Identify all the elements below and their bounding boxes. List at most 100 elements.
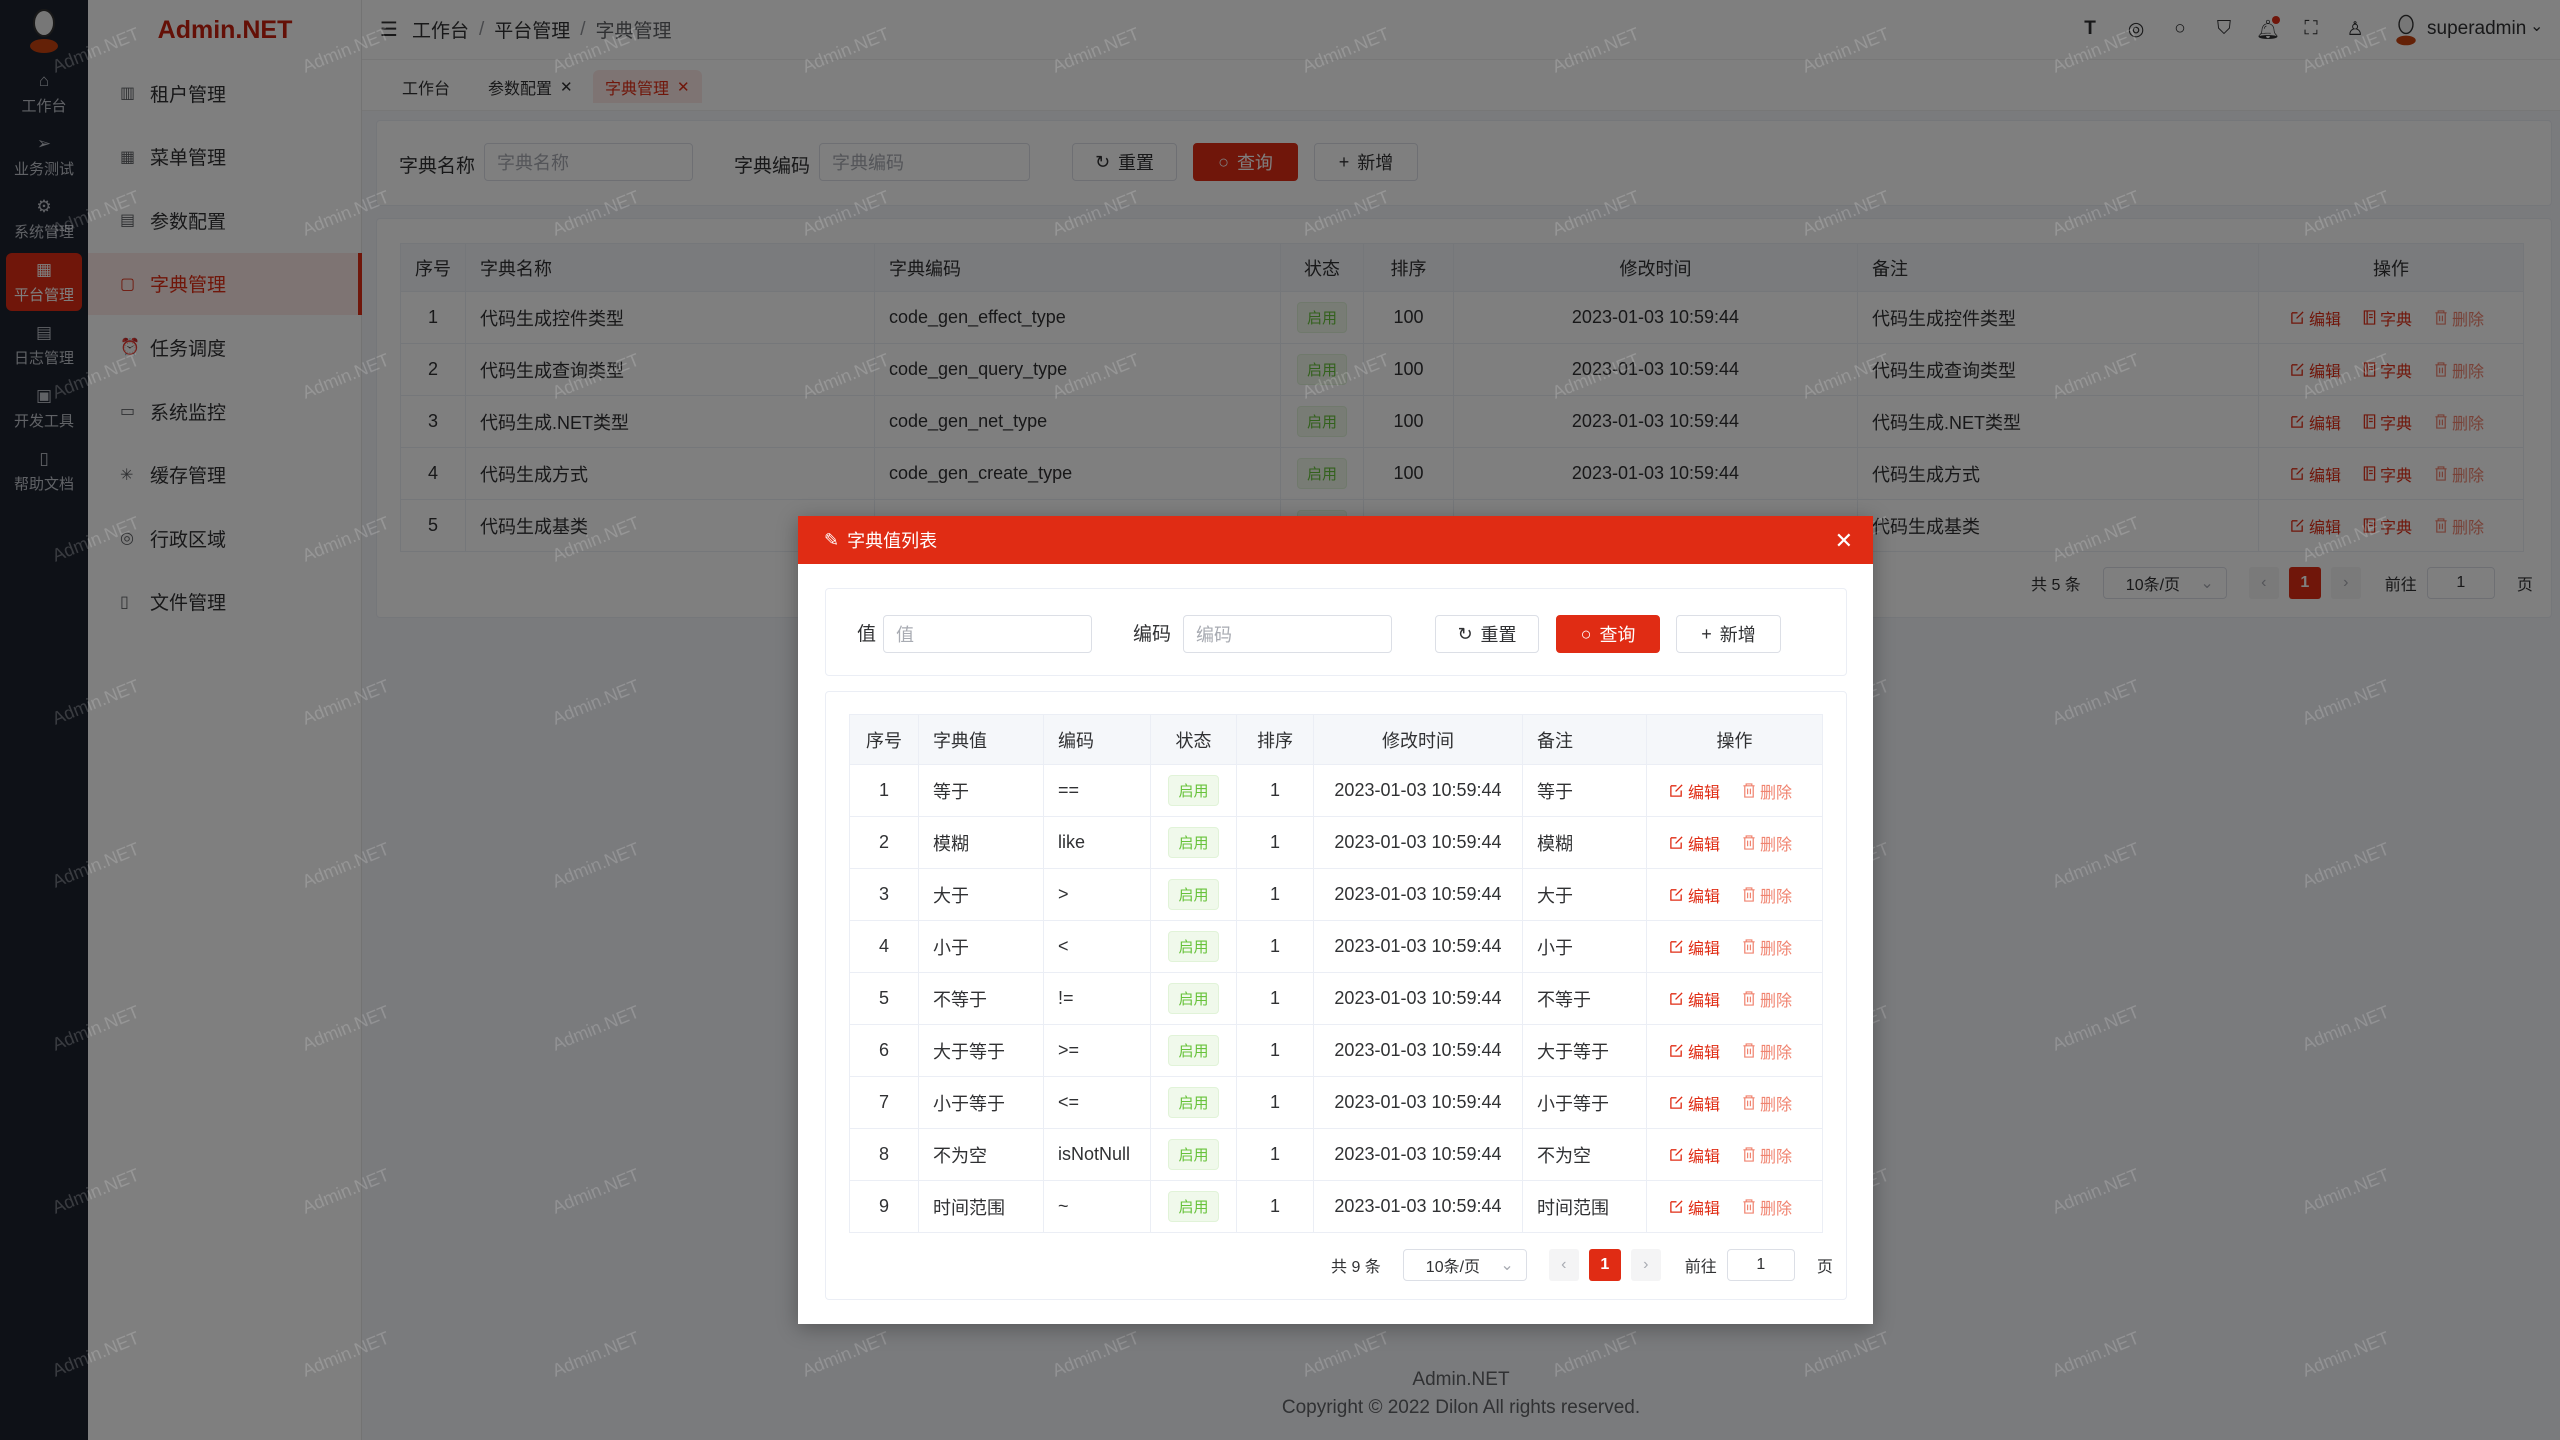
page-number-current[interactable]: 1 — [1588, 1249, 1621, 1281]
edit-button[interactable]: 编辑 — [1669, 1147, 1724, 1166]
edit-button[interactable]: 编辑 — [1669, 1095, 1724, 1114]
cell-code: == — [1043, 764, 1151, 817]
cell-remark: 小于等于 — [1522, 1076, 1647, 1129]
watermark: Admin.NET — [2299, 23, 2393, 77]
cell-code: <= — [1043, 1076, 1151, 1129]
watermark: Admin.NET — [2299, 838, 2393, 892]
cell-status: 启用 — [1150, 1128, 1237, 1181]
delete-button[interactable]: 删除 — [1742, 886, 1796, 906]
cell-value: 模糊 — [918, 816, 1044, 869]
column-header: 序号 — [849, 714, 919, 765]
watermark: Admin.NET — [549, 675, 643, 729]
delete-label: 删除 — [1760, 940, 1793, 958]
cell-value: 时间范围 — [918, 1180, 1044, 1233]
status-badge: 启用 — [1168, 827, 1219, 858]
watermark: Admin.NET — [2299, 1327, 2393, 1381]
edit-button[interactable]: 编辑 — [1669, 991, 1724, 1010]
delete-button[interactable]: 删除 — [1742, 990, 1796, 1010]
watermark: Admin.NET — [299, 675, 393, 729]
close-icon[interactable]: ✕ — [1834, 528, 1853, 553]
delete-label: 删除 — [1760, 1044, 1793, 1062]
watermark: Admin.NET — [1299, 186, 1393, 240]
watermark: Admin.NET — [49, 675, 143, 729]
edit-button[interactable]: 编辑 — [1669, 939, 1724, 958]
watermark: Admin.NET — [49, 349, 143, 403]
delete-button[interactable]: 删除 — [1742, 834, 1796, 854]
add-button[interactable]: + 新增 — [1676, 615, 1781, 653]
cell-status: 启用 — [1150, 920, 1237, 973]
cell-time: 2023-01-03 10:59:44 — [1313, 972, 1523, 1025]
cell-time: 2023-01-03 10:59:44 — [1313, 1128, 1523, 1181]
cell-order: 1 — [1236, 868, 1314, 921]
trash-icon — [1742, 1146, 1756, 1166]
edit-icon — [1669, 887, 1684, 906]
watermark: Admin.NET — [299, 186, 393, 240]
watermark: Admin.NET — [299, 512, 393, 566]
cell-no: 1 — [849, 764, 919, 817]
edit-button[interactable]: 编辑 — [1669, 1199, 1724, 1218]
edit-button[interactable]: 编辑 — [1669, 835, 1724, 854]
delete-button[interactable]: 删除 — [1742, 1042, 1796, 1062]
watermark: Admin.NET — [2299, 1001, 2393, 1055]
edit-button[interactable]: 编辑 — [1669, 783, 1724, 802]
watermark: Admin.NET — [49, 1327, 143, 1381]
watermark: Admin.NET — [299, 838, 393, 892]
watermark: Admin.NET — [2299, 349, 2393, 403]
next-page-button[interactable]: › — [1630, 1249, 1661, 1281]
code-input[interactable]: 编码 — [1183, 615, 1392, 653]
edit-icon — [1669, 1043, 1684, 1062]
value-input[interactable]: 值 — [883, 615, 1092, 653]
watermark: Admin.NET — [1549, 186, 1643, 240]
query-button[interactable]: ○ 查询 — [1556, 615, 1660, 653]
cell-code: > — [1043, 868, 1151, 921]
plus-icon: + — [1701, 623, 1712, 644]
column-header: 修改时间 — [1313, 714, 1523, 765]
watermark: Admin.NET — [299, 23, 393, 77]
watermark: Admin.NET — [2049, 1164, 2143, 1218]
cell-no: 3 — [849, 868, 919, 921]
cell-no: 5 — [849, 972, 919, 1025]
delete-button[interactable]: 删除 — [1742, 782, 1796, 802]
cell-time: 2023-01-03 10:59:44 — [1313, 1076, 1523, 1129]
prev-page-button[interactable]: ‹ — [1548, 1249, 1579, 1281]
column-header: 字典值 — [918, 714, 1044, 765]
goto-page-input[interactable]: 1 — [1726, 1249, 1795, 1281]
watermark: Admin.NET — [1799, 23, 1893, 77]
watermark: Admin.NET — [2299, 512, 2393, 566]
delete-label: 删除 — [1760, 1096, 1793, 1114]
watermark: Admin.NET — [49, 1001, 143, 1055]
cell-status: 启用 — [1150, 868, 1237, 921]
cell-value: 不为空 — [918, 1128, 1044, 1181]
delete-button[interactable]: 删除 — [1742, 938, 1796, 958]
column-header: 备注 — [1522, 714, 1647, 765]
cell-value: 不等于 — [918, 972, 1044, 1025]
status-badge: 启用 — [1168, 1087, 1219, 1118]
column-header: 操作 — [1646, 714, 1823, 765]
delete-button[interactable]: 删除 — [1742, 1146, 1796, 1166]
watermark: Admin.NET — [299, 1164, 393, 1218]
watermark: Admin.NET — [549, 1164, 643, 1218]
edit-icon — [1669, 1199, 1684, 1218]
edit-icon — [1669, 1147, 1684, 1166]
edit-button[interactable]: 编辑 — [1669, 1043, 1724, 1062]
column-header: 排序 — [1236, 714, 1314, 765]
cell-value: 等于 — [918, 764, 1044, 817]
cell-status: 启用 — [1150, 1076, 1237, 1129]
status-badge: 启用 — [1168, 879, 1219, 910]
trash-icon — [1742, 1042, 1756, 1062]
cell-remark: 小于 — [1522, 920, 1647, 973]
watermark: Admin.NET — [549, 186, 643, 240]
edit-label: 编辑 — [1687, 784, 1720, 802]
page-size-select[interactable]: 10条/页 ⌄ — [1402, 1249, 1527, 1281]
cell-remark: 大于 — [1522, 868, 1647, 921]
reset-button[interactable]: ↻ 重置 — [1435, 615, 1539, 653]
cell-code: like — [1043, 816, 1151, 869]
delete-button[interactable]: 删除 — [1742, 1198, 1796, 1218]
edit-button[interactable]: 编辑 — [1669, 887, 1724, 906]
delete-button[interactable]: 删除 — [1742, 1094, 1796, 1114]
cell-no: 8 — [849, 1128, 919, 1181]
cell-status: 启用 — [1150, 972, 1237, 1025]
edit-icon — [1669, 1095, 1684, 1114]
watermark: Admin.NET — [1049, 186, 1143, 240]
refresh-icon: ↻ — [1457, 623, 1473, 644]
